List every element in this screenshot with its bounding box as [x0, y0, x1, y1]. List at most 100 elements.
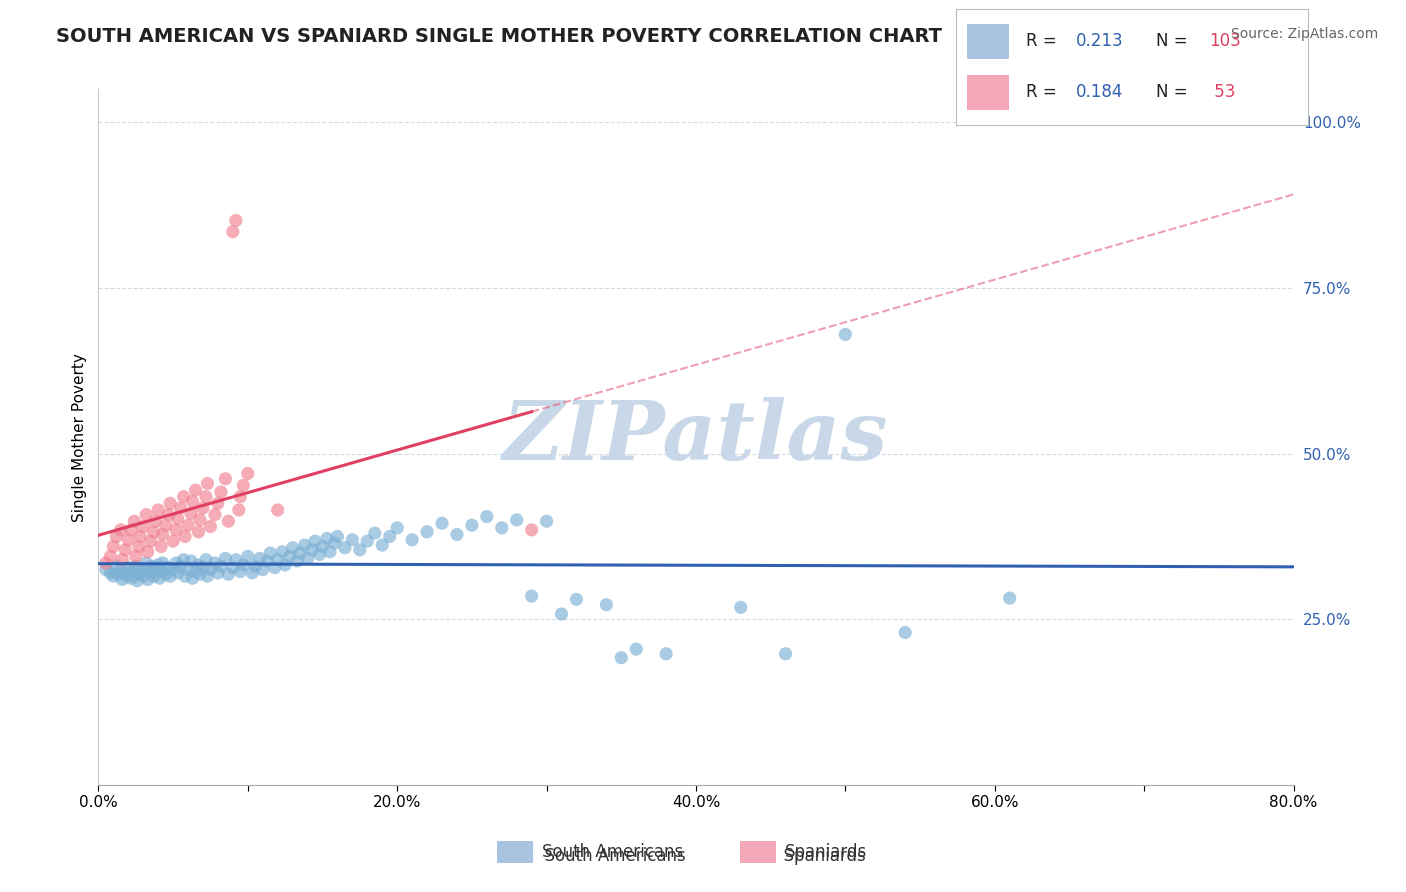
Point	[129, 529, 152, 543]
Point	[520, 589, 543, 603]
Point	[135, 508, 157, 522]
Point	[120, 571, 142, 585]
Point	[209, 559, 232, 574]
Point	[349, 542, 371, 557]
Point	[520, 523, 543, 537]
Text: 0.213: 0.213	[1076, 32, 1123, 50]
Point	[143, 563, 166, 577]
Point	[188, 567, 211, 582]
Point	[229, 490, 252, 504]
Point	[120, 523, 142, 537]
Point	[319, 545, 342, 559]
Point	[326, 529, 349, 543]
Point	[180, 554, 202, 568]
Point	[94, 556, 117, 570]
Point	[187, 558, 209, 572]
Point	[159, 569, 181, 583]
Point	[142, 524, 165, 539]
Point	[141, 559, 163, 574]
Point	[301, 542, 323, 557]
Point	[128, 540, 150, 554]
Point	[184, 483, 207, 497]
Point	[311, 540, 333, 554]
Text: R =: R =	[1026, 84, 1063, 102]
Text: 53: 53	[1209, 84, 1236, 102]
Point	[173, 552, 195, 566]
Point	[110, 563, 132, 577]
Point	[430, 516, 453, 531]
Point	[323, 536, 346, 550]
Point	[174, 529, 197, 543]
Point	[217, 514, 239, 528]
Point	[385, 521, 409, 535]
Point	[197, 569, 219, 583]
Point	[207, 496, 229, 510]
Y-axis label: Single Mother Poverty: Single Mother Poverty	[72, 352, 87, 522]
Point	[894, 625, 917, 640]
Point	[236, 467, 259, 481]
Point	[304, 534, 326, 549]
Point	[204, 508, 226, 522]
Point	[267, 552, 290, 566]
Text: South Americans: South Americans	[541, 843, 683, 861]
Point	[191, 560, 214, 574]
Point	[595, 598, 617, 612]
Point	[162, 534, 184, 549]
Point	[194, 490, 218, 504]
Point	[294, 538, 316, 552]
Text: N =: N =	[1157, 32, 1194, 50]
Point	[105, 529, 128, 543]
Point	[209, 485, 232, 500]
Point	[117, 560, 139, 574]
Point	[624, 642, 647, 657]
Point	[152, 527, 174, 541]
Point	[256, 554, 278, 568]
Point	[197, 476, 219, 491]
Point	[114, 542, 136, 557]
Point	[194, 552, 218, 566]
Point	[110, 523, 132, 537]
Point	[98, 549, 122, 564]
FancyBboxPatch shape	[740, 841, 776, 863]
Point	[166, 511, 188, 525]
Point	[136, 573, 159, 587]
Point	[333, 541, 356, 555]
Point	[288, 546, 311, 560]
Point	[475, 509, 498, 524]
Point	[139, 534, 162, 549]
Point	[371, 538, 394, 552]
Point	[155, 518, 177, 533]
Point	[105, 559, 128, 574]
Point	[165, 556, 187, 570]
Point	[491, 521, 513, 535]
Point	[342, 533, 364, 547]
Point	[134, 563, 156, 577]
Point	[169, 559, 191, 574]
Point	[142, 569, 165, 583]
Point	[263, 560, 285, 574]
Point	[180, 506, 202, 520]
Point	[150, 565, 173, 579]
Point	[271, 545, 294, 559]
Point	[232, 478, 254, 492]
Point	[129, 563, 152, 577]
Point	[775, 647, 797, 661]
Point	[834, 327, 856, 342]
Point	[117, 533, 139, 547]
Point	[148, 503, 170, 517]
Text: South Americans: South Americans	[534, 847, 686, 865]
Point	[127, 574, 149, 588]
Point	[121, 565, 143, 579]
Point	[225, 213, 247, 227]
Point	[103, 569, 125, 583]
Point	[111, 573, 134, 587]
Point	[259, 546, 281, 560]
Text: SOUTH AMERICAN VS SPANIARD SINGLE MOTHER POVERTY CORRELATION CHART: SOUTH AMERICAN VS SPANIARD SINGLE MOTHER…	[56, 27, 942, 45]
Point	[125, 549, 148, 564]
Point	[107, 567, 129, 582]
Point	[136, 545, 159, 559]
Point	[132, 519, 155, 533]
Point	[461, 518, 484, 533]
Point	[550, 607, 572, 621]
Point	[148, 558, 170, 572]
